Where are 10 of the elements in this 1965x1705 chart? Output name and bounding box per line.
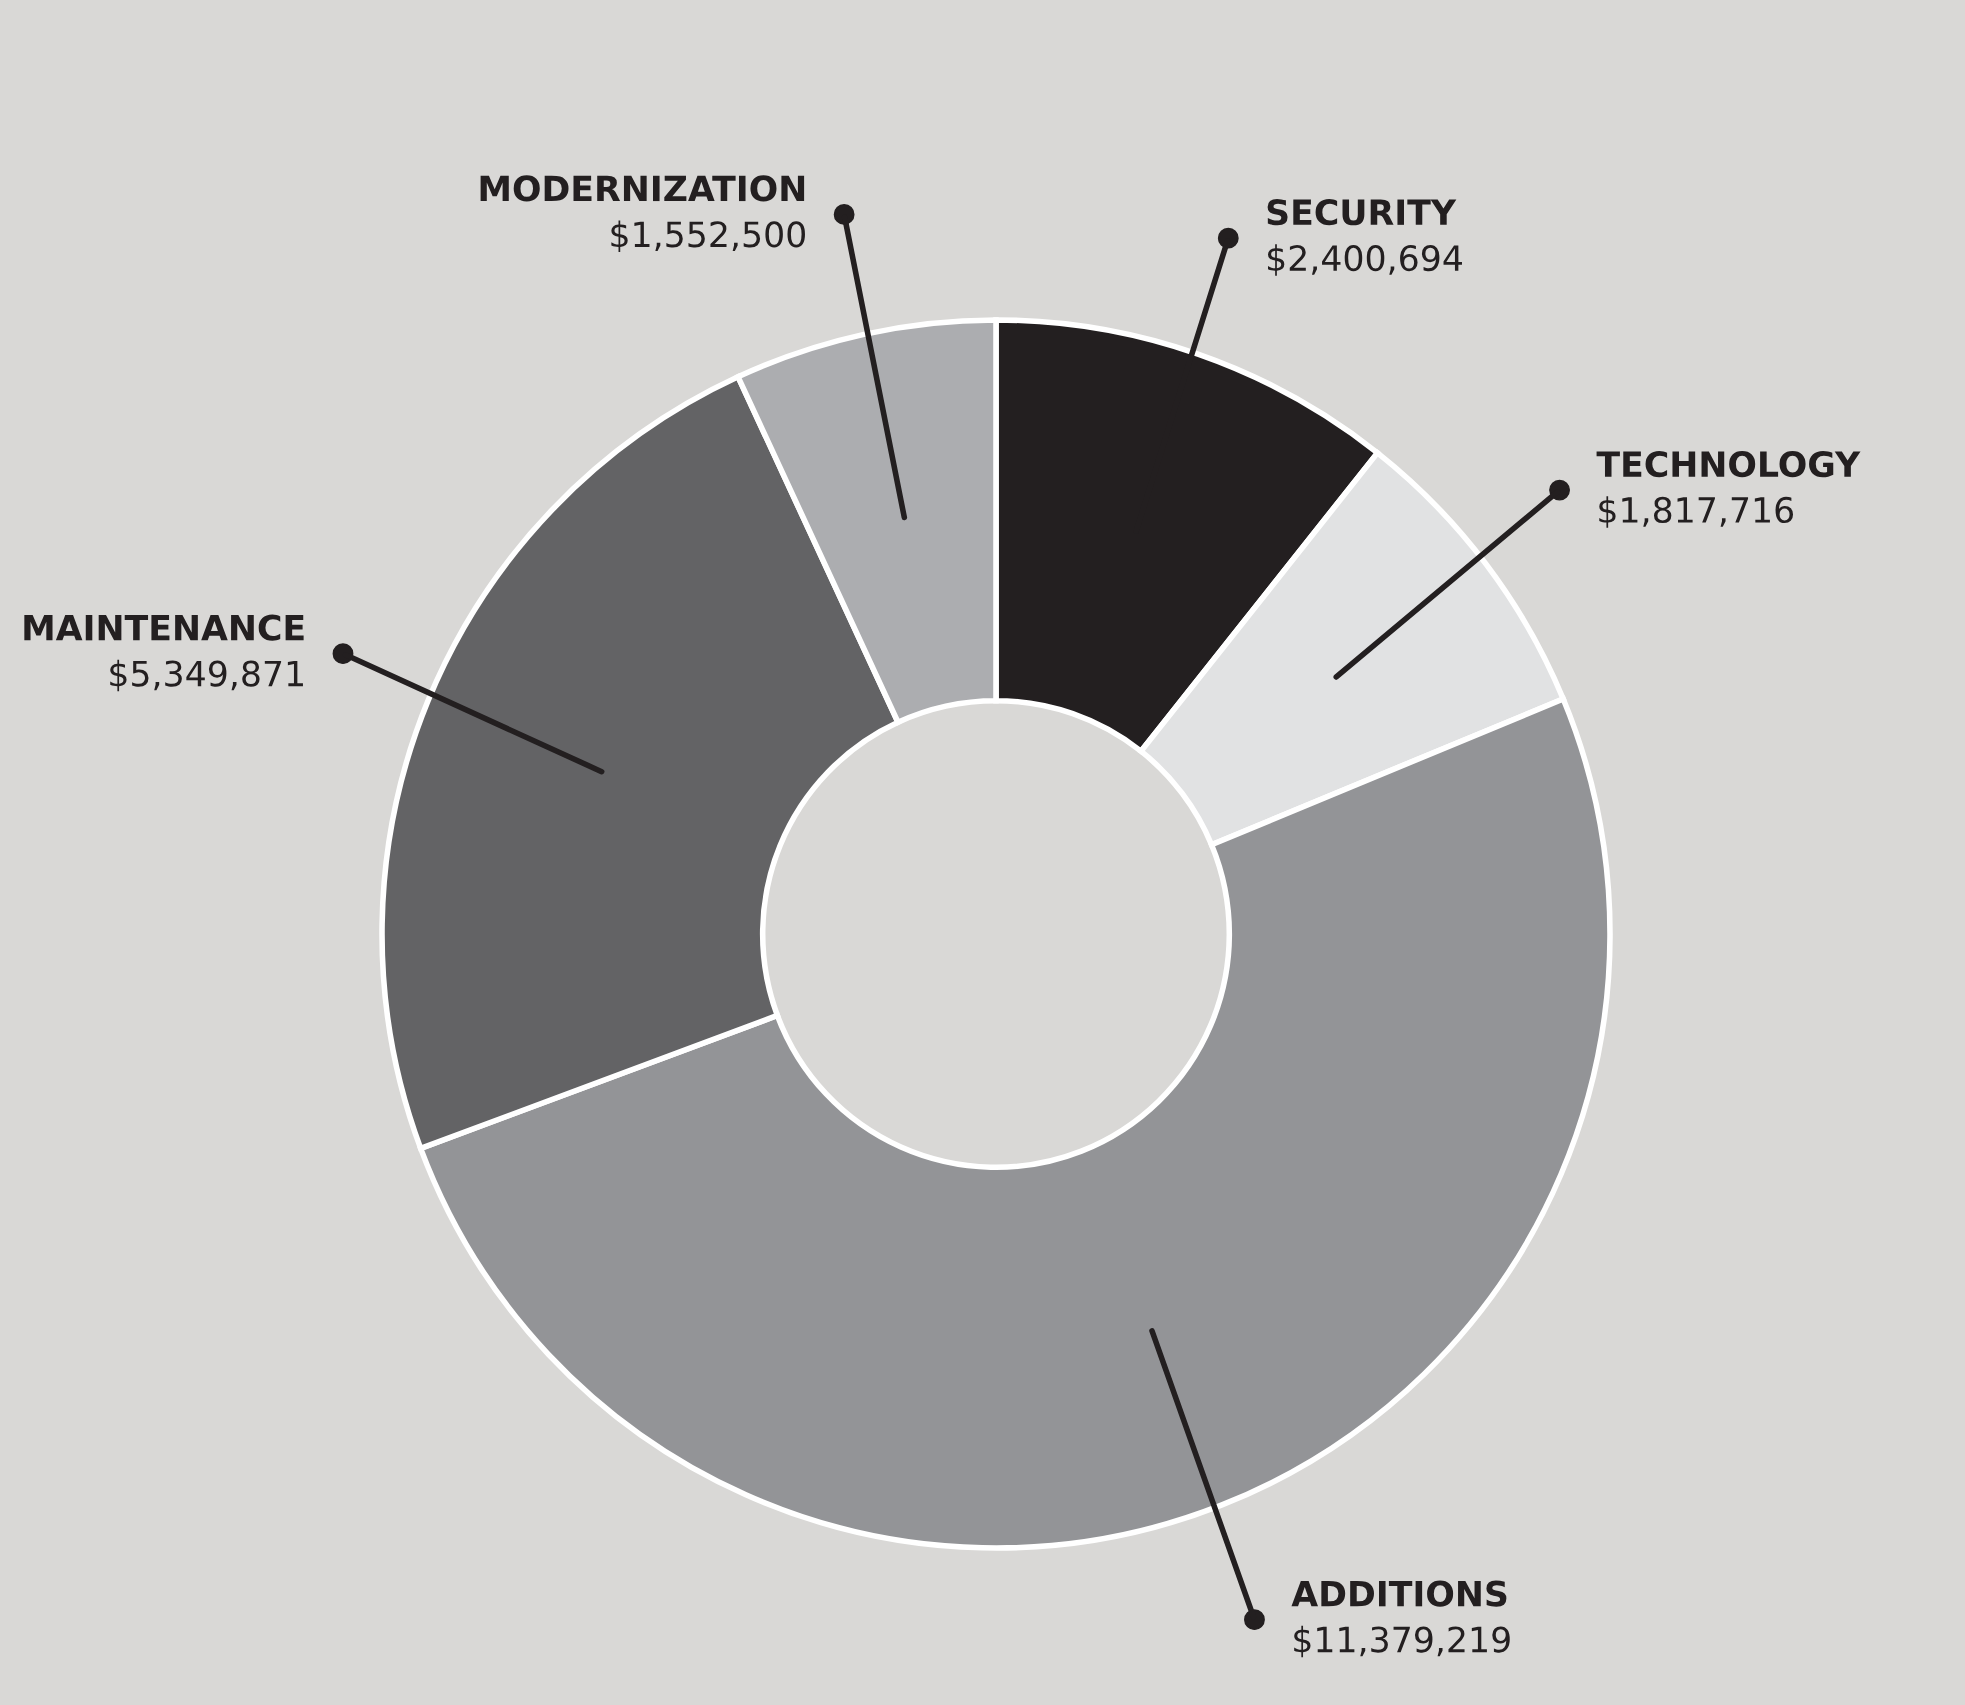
data-label: $11,379,219: [1294, 1625, 1510, 1658]
slice-label: MAINTENANCE: [24, 614, 304, 641]
slice-label: SECURITY: [1267, 199, 1457, 226]
data-label: $1,817,716: [1599, 496, 1794, 528]
slice-label: TECHNOLOGY: [1596, 450, 1861, 478]
data-label: $5,349,871: [110, 659, 303, 692]
slice-label: ADDITIONS: [1291, 1580, 1507, 1607]
slice-label: MODERNIZATION: [480, 175, 805, 202]
data-label: $1,552,500: [611, 220, 805, 253]
data-label: $2,400,694: [1268, 244, 1462, 276]
